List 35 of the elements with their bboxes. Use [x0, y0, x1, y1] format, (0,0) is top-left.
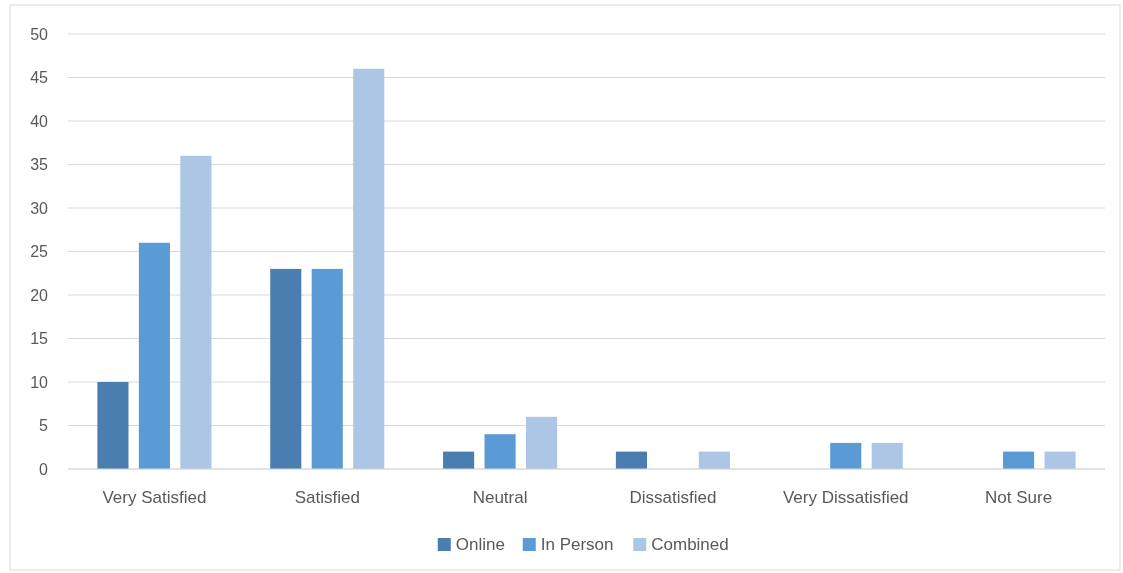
y-tick-label: 45	[30, 69, 49, 87]
y-tick-label: 10	[30, 373, 49, 391]
bar	[270, 268, 302, 469]
bar	[97, 382, 129, 469]
bar	[615, 451, 647, 469]
x-tick-label: Very Satisfied	[102, 488, 207, 507]
bar	[830, 442, 862, 469]
y-tick-label: 40	[30, 112, 49, 130]
y-tick-label: 25	[30, 243, 49, 261]
y-tick-label: 15	[30, 330, 49, 348]
legend-label: Combined	[651, 534, 729, 554]
bar	[871, 442, 903, 469]
y-tick-label: 5	[39, 417, 49, 435]
bar	[526, 416, 558, 469]
bar	[484, 434, 516, 469]
bar	[1003, 451, 1035, 469]
bar	[311, 268, 343, 469]
bar	[443, 451, 475, 469]
legend-label: In Person	[540, 534, 614, 554]
x-tick-label: Neutral	[472, 488, 528, 507]
legend-label: Online	[455, 534, 505, 554]
bar	[1044, 451, 1076, 469]
bar	[180, 155, 212, 469]
y-tick-label: 0	[39, 460, 49, 478]
x-tick-label: Satisfied	[294, 488, 360, 507]
y-tick-label: 35	[30, 156, 49, 174]
y-tick-label: 20	[30, 286, 49, 304]
y-tick-label: 50	[30, 25, 49, 43]
bar	[353, 68, 385, 469]
x-tick-label: Not Sure	[985, 488, 1053, 507]
x-tick-label: Very Dissatisfied	[782, 488, 909, 507]
bar	[138, 242, 170, 469]
bar	[698, 451, 730, 469]
x-tick-label: Dissatisfied	[629, 488, 717, 507]
y-tick-label: 30	[30, 199, 49, 217]
